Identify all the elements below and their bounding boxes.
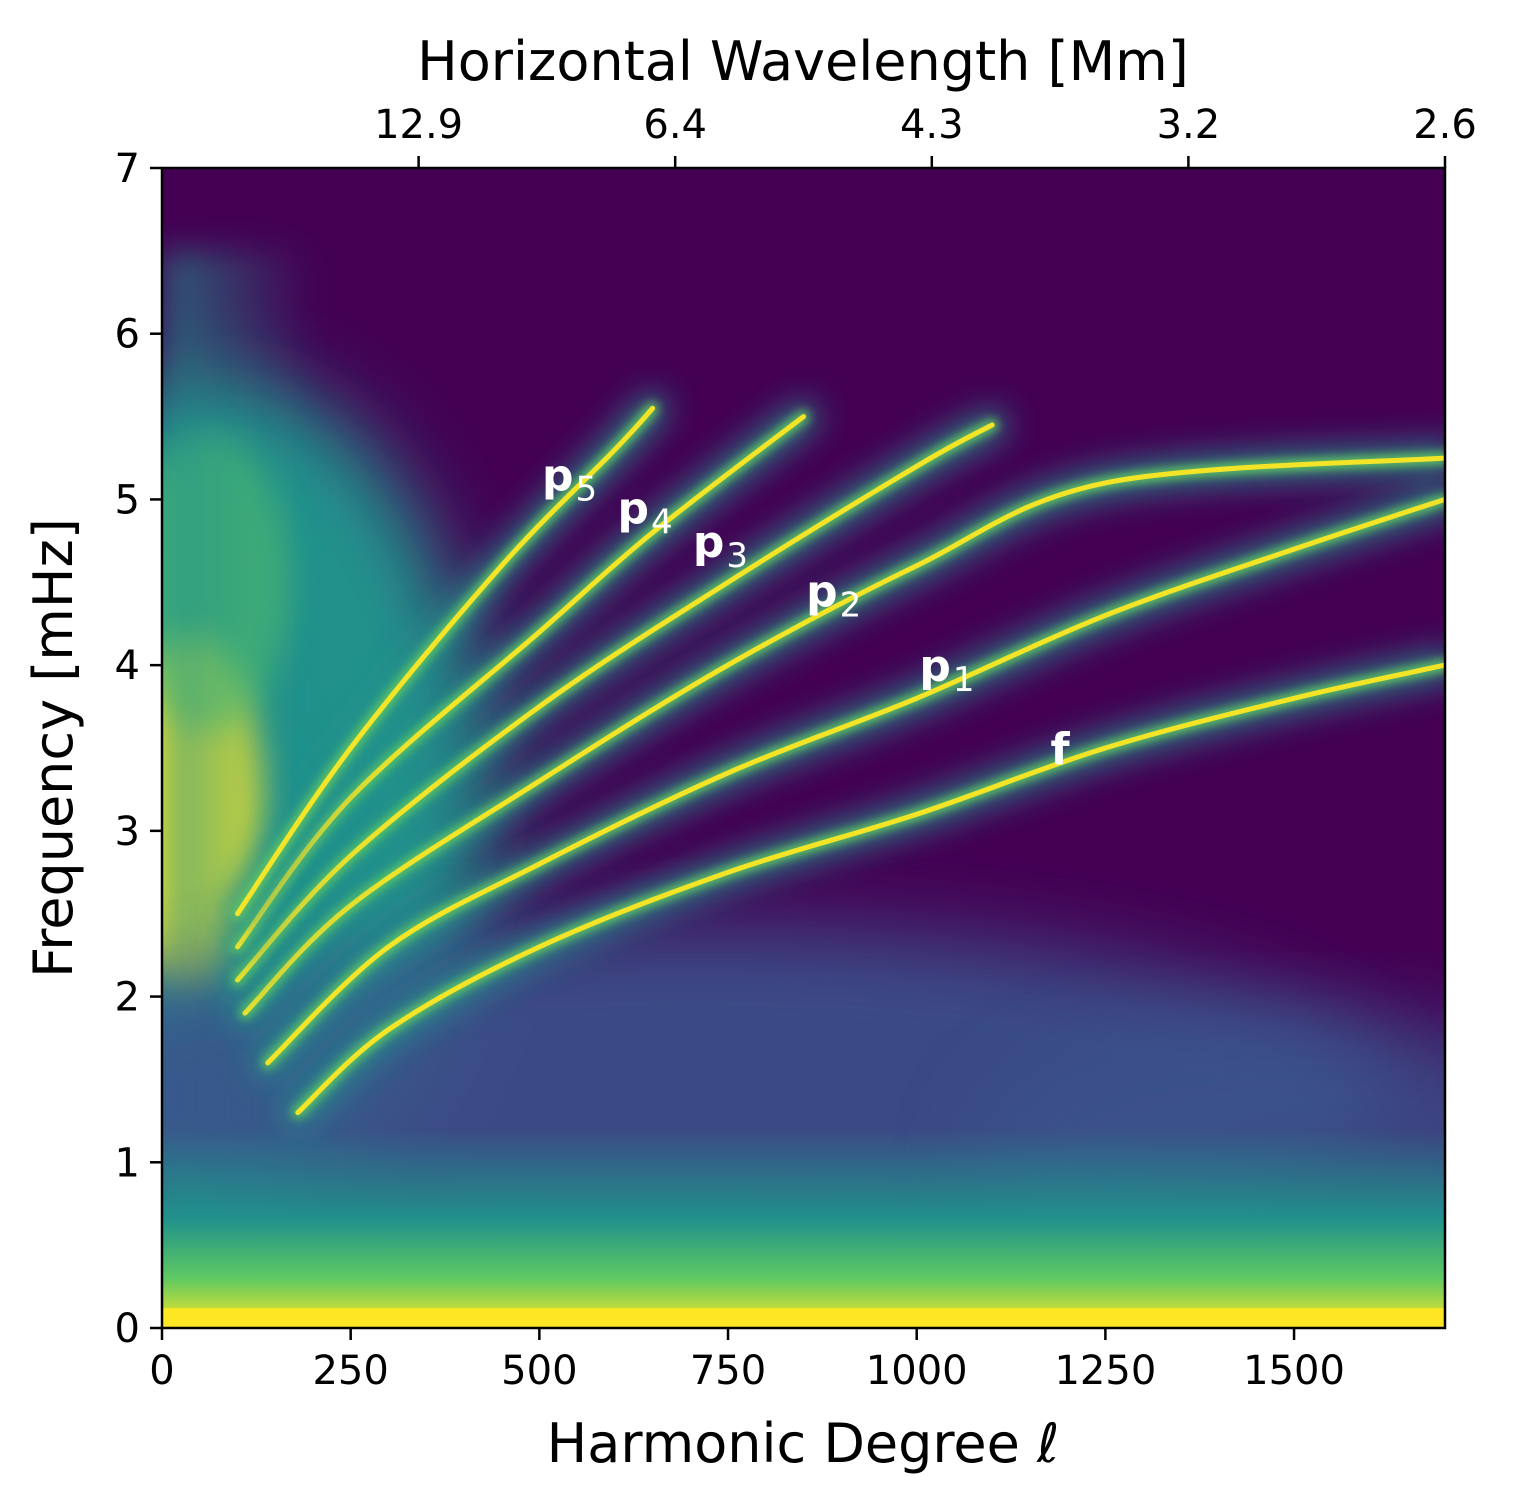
- top-tick-label: 2.6: [1413, 102, 1477, 148]
- top-tick-label: 3.2: [1157, 102, 1221, 148]
- top-tick-label: 4.3: [900, 102, 964, 148]
- ridge-p3-core: [235, 422, 995, 983]
- ridge-p1-core: [265, 496, 1445, 1066]
- y-tick-label: 5: [115, 477, 140, 523]
- y-axis-ticks: 0 1 2 3 4 5 6 7: [115, 146, 162, 1352]
- y-tick-label: 6: [115, 312, 140, 358]
- y-tick-label: 3: [115, 809, 140, 855]
- y-tick-label: 0: [115, 1306, 140, 1352]
- x-tick-label: 0: [149, 1348, 174, 1394]
- ridge-p1: [252, 484, 1445, 1078]
- x-tick-label: 250: [312, 1348, 388, 1394]
- mode-label-p2: p2: [806, 567, 861, 626]
- ridge-p5: [222, 393, 668, 929]
- mode-label-p3: p3: [693, 517, 748, 576]
- zero-frequency-strip: [162, 1308, 1445, 1328]
- top-tick-label: 12.9: [374, 102, 463, 148]
- y-tick-label: 1: [115, 1140, 140, 1186]
- mode-labels: f p1 p2 p3 p4 p5: [542, 451, 1071, 775]
- y-tick-label: 7: [115, 146, 140, 192]
- x-tick-label: 1500: [1243, 1348, 1345, 1394]
- y-tick-label: 4: [115, 643, 140, 689]
- mode-label-p5: p5: [542, 451, 597, 510]
- y-tick-label: 2: [115, 975, 140, 1021]
- top-axis-title: Horizontal Wavelength [Mm]: [417, 30, 1189, 93]
- y-axis-title: Frequency [mHz]: [22, 518, 85, 978]
- x-axis-title: Harmonic Degree ℓ: [547, 1412, 1060, 1475]
- ridge-p2: [230, 443, 1445, 1029]
- mode-label-p1: p1: [919, 641, 974, 700]
- mode-label-p4: p4: [617, 484, 672, 543]
- ridge-p5-core: [235, 405, 656, 917]
- ridge-p4: [222, 401, 819, 962]
- low-frequency-band: [162, 1129, 1445, 1328]
- x-axis-ticks: 0 250 500 750 1000 1250 1500: [149, 1328, 1345, 1394]
- plot-frame: [160, 166, 1447, 1330]
- heatmap-area: [162, 168, 1445, 1328]
- top-tick-label: 6.4: [643, 102, 707, 148]
- x-tick-label: 500: [501, 1348, 577, 1394]
- x-tick-label: 750: [690, 1348, 766, 1394]
- ridge-f: [282, 650, 1445, 1128]
- ridge-p2-core: [242, 455, 1445, 1016]
- ridge-f-core: [295, 662, 1445, 1116]
- mode-label-f: f: [1051, 724, 1071, 775]
- ridge-p4-core: [235, 414, 806, 950]
- ridge-p3: [222, 409, 1008, 995]
- x-tick-label: 1250: [1054, 1348, 1156, 1394]
- x-tick-label: 1000: [866, 1348, 968, 1394]
- top-axis-ticks: 12.9 6.4 4.3 3.2 2.6: [374, 102, 1477, 168]
